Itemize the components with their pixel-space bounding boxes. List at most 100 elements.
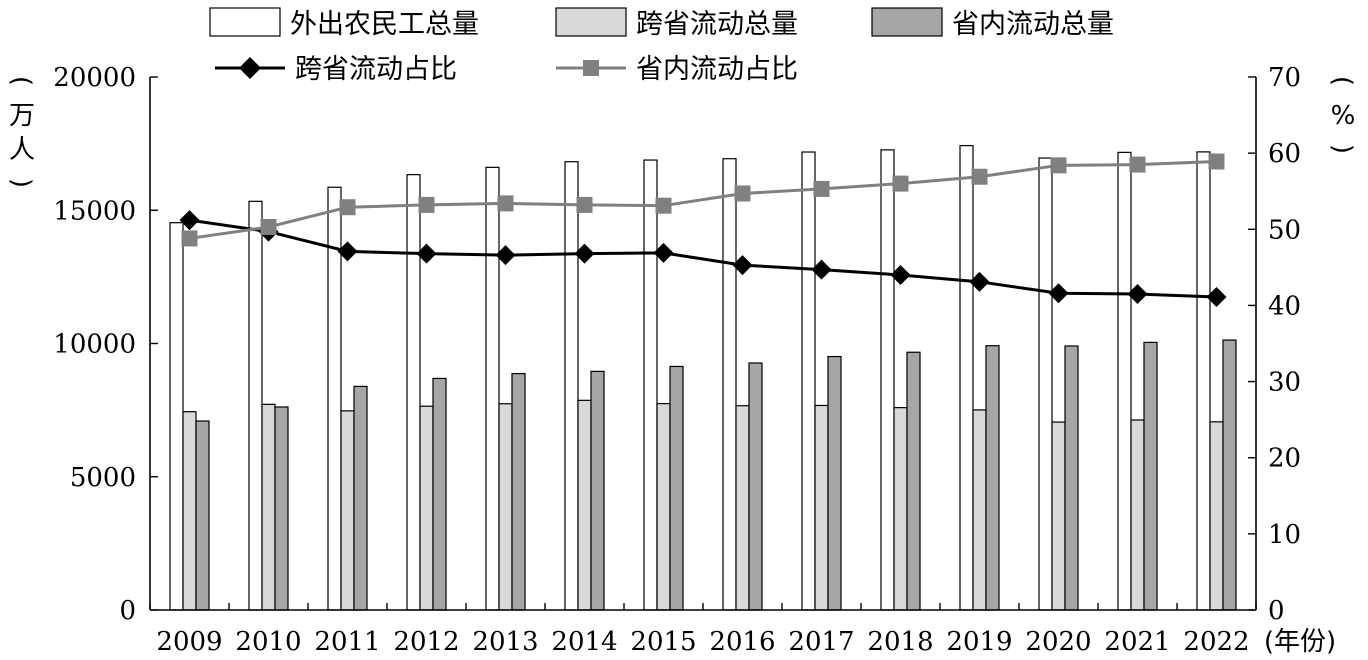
line-point-2-2013 xyxy=(497,195,514,212)
line-point-2-2022 xyxy=(1208,153,1225,170)
bar-3-2020 xyxy=(1064,345,1079,611)
bar-3-2014 xyxy=(590,370,605,611)
bar-1-2017 xyxy=(801,151,816,611)
bar-1-2010 xyxy=(248,200,263,611)
left-tick-label: 15000 xyxy=(53,196,136,226)
bar-1-2016 xyxy=(722,158,737,611)
legend-label-bar-3: 省内流动总量 xyxy=(952,9,1114,40)
left-axis-unit: 人 xyxy=(9,135,35,165)
left-axis-unit: 万 xyxy=(9,101,35,131)
legend-swatch-bar-2 xyxy=(555,7,627,37)
line-point-1-2016 xyxy=(732,255,753,276)
line-point-1-2017 xyxy=(811,259,832,280)
line-point-1-2011 xyxy=(337,241,358,262)
line-point-1-2018 xyxy=(890,264,911,285)
legend-label-bar-2: 跨省流动总量 xyxy=(636,9,798,40)
bar-2-2013 xyxy=(498,403,513,611)
right-tick-label: 20 xyxy=(1268,444,1301,474)
right-tick-label: 0 xyxy=(1268,596,1285,626)
bar-3-2009 xyxy=(195,420,210,611)
line-point-2-2011 xyxy=(339,199,356,216)
legend-label-line-2: 省内流动占比 xyxy=(636,54,798,85)
right-tick-label: 70 xyxy=(1268,63,1301,93)
line-point-1-2009 xyxy=(179,210,200,231)
left-tick-label: 0 xyxy=(119,596,136,626)
line-point-2-2012 xyxy=(418,196,435,213)
bar-3-2016 xyxy=(748,362,763,611)
right-tick-label: 40 xyxy=(1268,291,1301,321)
bar-2-2021 xyxy=(1130,419,1145,611)
bar-2-2020 xyxy=(1051,421,1066,611)
bar-1-2013 xyxy=(485,166,500,611)
legend-label-line-1: 跨省流动占比 xyxy=(295,54,457,85)
x-tick-label: 2016 xyxy=(709,627,775,657)
line-point-1-2012 xyxy=(416,243,437,264)
right-tick-label: 30 xyxy=(1268,368,1301,398)
line-series-1 xyxy=(189,218,1217,299)
x-tick-label: 2018 xyxy=(867,627,933,657)
x-tick-label: 2022 xyxy=(1183,627,1249,657)
line-point-2-2018 xyxy=(892,175,909,192)
legend-label-bar-1: 外出农民工总量 xyxy=(290,9,479,40)
bar-3-2022 xyxy=(1222,339,1237,611)
legend-swatch-bar-1 xyxy=(209,7,281,37)
bar-3-2017 xyxy=(827,355,842,611)
line-point-1-2022 xyxy=(1206,287,1227,308)
right-axis-unit: ( xyxy=(1327,76,1357,86)
bar-2-2009 xyxy=(182,411,197,611)
x-tick-label: 2019 xyxy=(946,627,1012,657)
bar-2-2022 xyxy=(1209,421,1224,611)
bar-3-2018 xyxy=(906,351,921,611)
left-tick-label: 5000 xyxy=(70,463,136,493)
right-axis-unit: ) xyxy=(1327,144,1357,154)
bar-3-2019 xyxy=(985,345,1000,611)
bar-2-2010 xyxy=(261,403,276,611)
right-tick-label: 60 xyxy=(1268,139,1301,169)
bar-2-2014 xyxy=(577,399,592,611)
bar-3-2021 xyxy=(1143,341,1158,611)
line-point-2-2014 xyxy=(576,196,593,213)
bar-2-2019 xyxy=(972,409,987,611)
line-point-2-2009 xyxy=(181,230,198,247)
bar-2-2016 xyxy=(735,405,750,611)
bar-3-2012 xyxy=(432,377,447,611)
right-axis-unit: % xyxy=(1331,101,1356,131)
line-point-1-2021 xyxy=(1127,284,1148,305)
bar-3-2011 xyxy=(353,385,368,611)
bar-1-2022 xyxy=(1196,151,1211,611)
bar-1-2019 xyxy=(959,145,974,611)
line-point-1-2019 xyxy=(969,271,990,292)
line-point-2-2020 xyxy=(1050,157,1067,174)
line-point-2-2010 xyxy=(260,219,277,236)
bar-3-2013 xyxy=(511,372,526,611)
bar-1-2009 xyxy=(169,222,184,611)
line-point-1-2013 xyxy=(495,245,516,266)
bar-2-2018 xyxy=(893,407,908,611)
left-tick-label: 10000 xyxy=(53,330,136,360)
left-axis-unit: ( xyxy=(6,76,36,86)
line-point-2-2015 xyxy=(655,197,672,214)
left-axis-unit: ) xyxy=(6,178,36,188)
line-point-2-2021 xyxy=(1129,156,1146,173)
bar-3-2015 xyxy=(669,365,684,611)
bar-1-2012 xyxy=(406,174,421,611)
line-point-2-2017 xyxy=(813,180,830,197)
right-tick-label: 10 xyxy=(1268,520,1301,550)
bar-1-2020 xyxy=(1038,157,1053,611)
line-point-1-2014 xyxy=(574,243,595,264)
bar-2-2015 xyxy=(656,402,671,611)
line-point-1-2015 xyxy=(653,242,674,263)
line-point-1-2020 xyxy=(1048,283,1069,304)
x-tick-label: 2021 xyxy=(1104,627,1170,657)
x-tick-label: 2009 xyxy=(156,627,222,657)
x-tick-label: 2017 xyxy=(788,627,854,657)
bar-1-2018 xyxy=(880,149,895,611)
bar-1-2015 xyxy=(643,159,658,611)
x-tick-label: 2015 xyxy=(630,627,696,657)
bar-2-2011 xyxy=(340,410,355,611)
bar-3-2010 xyxy=(274,406,289,611)
line-point-2-2019 xyxy=(971,168,988,185)
x-tick-label: 2010 xyxy=(235,627,301,657)
